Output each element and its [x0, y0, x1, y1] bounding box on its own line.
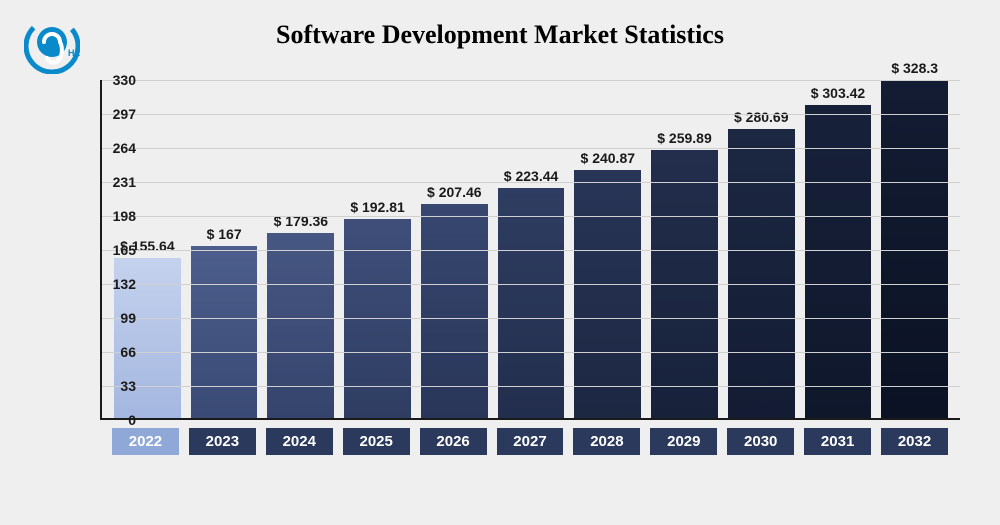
- gridline: [102, 80, 960, 81]
- x-axis-label: 2031: [804, 428, 871, 455]
- bar-value-label: $ 207.46: [427, 184, 482, 200]
- bar-value-label: $ 303.42: [811, 85, 866, 101]
- x-axis-label: 2025: [343, 428, 410, 455]
- x-axis-label: 2029: [650, 428, 717, 455]
- bar-value-label: $ 192.81: [350, 199, 405, 215]
- y-tick-label: 132: [102, 276, 136, 292]
- x-axis-label: 2032: [881, 428, 948, 455]
- bar: $ 280.69: [728, 129, 795, 418]
- bar: $ 223.44: [498, 188, 565, 418]
- bar-slot: $ 303.42: [805, 80, 872, 418]
- y-tick-label: 99: [102, 310, 136, 326]
- bar-slot: $ 192.81: [344, 80, 411, 418]
- y-tick-label: 198: [102, 208, 136, 224]
- bar: $ 328.3: [881, 80, 948, 418]
- x-axis-labels: 2022 2023 2024 2025 2026 2027 2028 2029 2030 2031…: [100, 428, 960, 455]
- y-tick-label: 66: [102, 344, 136, 360]
- bar: $ 303.42: [805, 105, 872, 418]
- x-axis-label: 2022: [112, 428, 179, 455]
- gridline: [102, 148, 960, 149]
- plot-area: $ 155.64$ 167$ 179.36$ 192.81$ 207.46$ 2…: [100, 80, 960, 420]
- bar-slot: $ 167: [191, 80, 258, 418]
- x-axis-label: 2023: [189, 428, 256, 455]
- chart-container: $ 155.64$ 167$ 179.36$ 192.81$ 207.46$ 2…: [60, 80, 960, 465]
- y-tick-label: 231: [102, 174, 136, 190]
- x-axis-label: 2028: [573, 428, 640, 455]
- chart-title: Software Development Market Statistics: [0, 0, 1000, 50]
- y-tick-label: 0: [102, 412, 136, 428]
- bar-slot: $ 259.89: [651, 80, 718, 418]
- bar-slot: $ 179.36: [267, 80, 334, 418]
- y-tick-label: 330: [102, 72, 136, 88]
- gridline: [102, 182, 960, 183]
- x-axis-label: 2024: [266, 428, 333, 455]
- bar-value-label: $ 240.87: [581, 150, 636, 166]
- y-tick-label: 297: [102, 106, 136, 122]
- gridline: [102, 250, 960, 251]
- svg-text:HZ: HZ: [68, 48, 80, 58]
- bar: $ 167: [191, 246, 258, 418]
- bar-value-label: $ 259.89: [657, 130, 712, 146]
- gridline: [102, 284, 960, 285]
- bar-value-label: $ 280.69: [734, 109, 789, 125]
- bar-slot: $ 240.87: [574, 80, 641, 418]
- bar-slot: $ 223.44: [498, 80, 565, 418]
- x-axis-label: 2027: [497, 428, 564, 455]
- bar: $ 240.87: [574, 170, 641, 418]
- bar-slot: $ 207.46: [421, 80, 488, 418]
- bars-group: $ 155.64$ 167$ 179.36$ 192.81$ 207.46$ 2…: [102, 80, 960, 418]
- gridline: [102, 216, 960, 217]
- y-tick-label: 33: [102, 378, 136, 394]
- gridline: [102, 318, 960, 319]
- bar: $ 179.36: [267, 233, 334, 418]
- bar-value-label: $ 167: [207, 226, 242, 242]
- y-tick-label: 165: [102, 242, 136, 258]
- y-tick-label: 264: [102, 140, 136, 156]
- bar-slot: $ 280.69: [728, 80, 795, 418]
- bar-slot: $ 328.3: [881, 80, 948, 418]
- bar-value-label: $ 328.3: [891, 60, 938, 76]
- brand-logo: HZ: [24, 18, 80, 79]
- gridline: [102, 352, 960, 353]
- gridline: [102, 386, 960, 387]
- x-axis-label: 2030: [727, 428, 794, 455]
- gridline: [102, 114, 960, 115]
- x-axis-label: 2026: [420, 428, 487, 455]
